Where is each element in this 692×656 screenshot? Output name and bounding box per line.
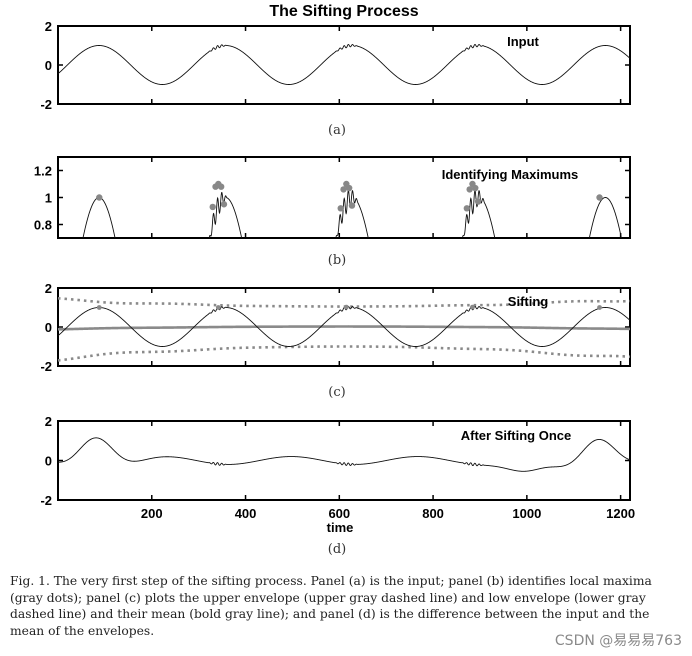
x-axis-label: time	[327, 520, 354, 535]
panel-label: (a)	[328, 123, 346, 138]
x-tick-label: 800	[422, 506, 444, 521]
envelope-knot-dot	[470, 304, 475, 310]
input-series-line	[57, 43, 631, 85]
axes-frame	[57, 25, 631, 105]
y-tick-label: -2	[40, 359, 52, 374]
panel-label: (b)	[328, 253, 346, 268]
x-tick-label: 1200	[606, 506, 635, 521]
local-maximum-dot	[209, 203, 216, 211]
sifting-figure: The Sifting Process -2 0 2 Input (a) 0.8 1 1.2 Id…	[34, 3, 635, 557]
x-tick-label: 400	[235, 506, 257, 521]
y-tick-label: 0	[45, 320, 52, 335]
local-maximum-dot	[340, 186, 347, 193]
y-tick-label: -2	[40, 97, 52, 112]
local-maximum-dot	[474, 198, 482, 205]
y-tick-label: 0	[45, 58, 52, 73]
local-maximum-dot	[466, 186, 473, 193]
envelope-knot-dot	[597, 305, 602, 310]
local-maximum-dot	[348, 202, 356, 209]
y-tick-label: 1.2	[34, 164, 52, 179]
local-maximum-dot	[217, 183, 225, 190]
envelope-knot-dot	[96, 305, 102, 310]
input-series-line	[82, 189, 622, 238]
residual-series-line	[57, 437, 631, 472]
panel-title: Input	[507, 34, 539, 49]
y-tick-label: -2	[40, 493, 52, 508]
upper-envelope-line	[57, 297, 631, 308]
y-tick-label: 2	[45, 281, 52, 296]
input-series-line	[57, 305, 631, 347]
local-maximum-dot	[337, 205, 344, 212]
y-tick-label: 2	[45, 414, 52, 429]
panel-label: (c)	[328, 385, 345, 400]
panel-title: Identifying Maximums	[442, 167, 579, 182]
local-maximum-dot	[463, 205, 471, 212]
x-tick-label: 1000	[512, 506, 541, 521]
panel-b: 0.8 1 1.2 Identifying Maximums (b)	[34, 156, 631, 268]
panel-c: -2 0 2 Sifting (c)	[40, 281, 631, 400]
panel-title: Sifting	[508, 294, 548, 309]
local-maximum-dot	[220, 201, 228, 208]
panel-label: (d)	[328, 542, 346, 557]
panel-a: -2 0 2 Input (a)	[40, 19, 631, 138]
y-tick-label: 1	[45, 191, 52, 206]
y-tick-label: 0.8	[34, 218, 52, 233]
local-maximum-dot	[472, 184, 479, 192]
main-title: The Sifting Process	[269, 3, 418, 20]
mean-envelope-line	[57, 325, 630, 331]
panel-title: After Sifting Once	[461, 428, 572, 443]
figure-caption: Fig. 1. The very first step of the sifti…	[10, 574, 652, 638]
local-maximum-dot	[96, 194, 103, 201]
x-tick-label: 200	[141, 506, 163, 521]
local-maximum-dot	[345, 184, 353, 192]
envelope-knot-dot	[343, 304, 349, 310]
y-tick-label: 2	[45, 19, 52, 34]
y-tick-label: 0	[45, 454, 52, 469]
local-maximum-dot	[596, 194, 603, 201]
lower-envelope-line	[57, 345, 631, 362]
panel-d: -2 0 2 200 400 600 800 1000 1200 time After Siftin…	[40, 414, 635, 557]
x-tick-label: 600	[328, 506, 350, 521]
envelope-knot-dot	[215, 305, 221, 310]
watermark: CSDN @易易易763	[554, 630, 682, 650]
